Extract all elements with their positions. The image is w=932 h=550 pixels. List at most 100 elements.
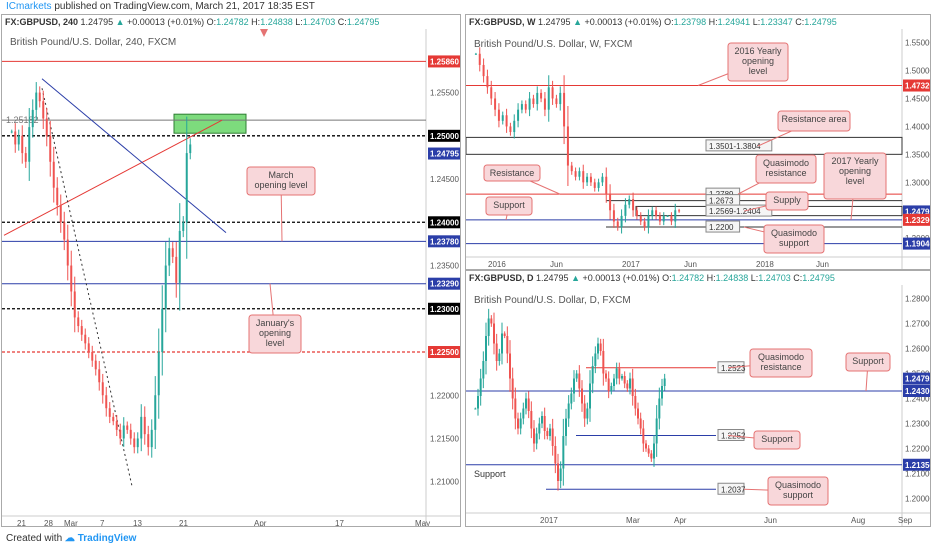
h4-y-tick: 1.24500 — [430, 175, 459, 184]
h4-candle — [73, 291, 76, 318]
h4-candle — [112, 416, 115, 422]
w-candle — [494, 98, 497, 110]
d-candle — [655, 418, 658, 444]
h4-candle — [140, 416, 143, 439]
d-candle — [642, 428, 645, 444]
d-axis-label: 1.21350 — [905, 461, 931, 470]
d-candle — [589, 383, 591, 409]
w-candle — [666, 215, 669, 217]
h4-candle — [80, 326, 83, 335]
d-callout-qm-res-text: Quasimodo — [758, 352, 804, 362]
publisher-name[interactable]: ICmarkets — [6, 1, 52, 12]
d-callout-qm-sup-text: Quasimodo — [775, 480, 821, 490]
d-candle — [607, 378, 610, 391]
d-y-tick: 1.21000 — [905, 470, 931, 479]
h4-trendline-dotted — [41, 88, 133, 487]
footer: Created with ☁ TradingView — [0, 527, 932, 550]
w-candle — [486, 76, 489, 88]
w-callout-2016-text: level — [749, 66, 768, 76]
w-callout-supply-box — [765, 191, 809, 211]
w-candle — [597, 182, 600, 188]
d-support-plain-label: Support — [474, 469, 506, 479]
ohlc-header-weekly: FX:GBPUSD, W 1.24795 ▲ +0.00013 (+0.01%)… — [469, 17, 837, 27]
d-candle — [514, 398, 517, 419]
w-candle — [478, 53, 481, 65]
w-candle — [589, 176, 592, 183]
d-candle — [522, 408, 525, 419]
d-candle — [637, 408, 639, 419]
w-callout-2016-box — [727, 42, 789, 82]
d-candle — [645, 443, 647, 449]
d-candle — [583, 403, 586, 419]
h4-candle — [189, 144, 192, 154]
h4-axis-label-bg — [428, 235, 460, 248]
h4-axis-label: 1.22500 — [430, 348, 459, 357]
w-axis-label-bg — [903, 213, 930, 226]
w-y-tick: 1.40000 — [905, 122, 931, 131]
w-candle — [574, 171, 577, 177]
w-x-tick: Jun — [684, 260, 697, 269]
h4-candle — [133, 438, 136, 448]
w-candle — [559, 92, 562, 105]
w-candle — [524, 104, 527, 110]
h4-candle — [10, 131, 13, 133]
d-x-tick: Mar — [626, 516, 640, 525]
d-candle — [498, 353, 501, 361]
d-candle — [562, 436, 565, 469]
h4-callout-march-text: opening level — [254, 180, 307, 190]
w-candle — [474, 53, 477, 55]
d-candle — [626, 383, 629, 389]
d-candle — [490, 318, 493, 324]
w-resistance-area — [466, 136, 903, 155]
h4-candle — [35, 92, 38, 110]
h4-axis-label-bg — [428, 346, 460, 359]
h4-candle — [168, 248, 171, 266]
d-candle — [538, 423, 541, 434]
h4-candle — [119, 429, 122, 439]
d-candle — [479, 378, 482, 396]
tradingview-logo[interactable]: ☁ TradingView — [64, 533, 137, 544]
h4-callout-january-text: opening — [259, 328, 291, 338]
d-candle — [517, 418, 519, 429]
h4-candle — [24, 153, 27, 162]
chart-panel-weekly[interactable]: FX:GBPUSD, W 1.24795 ▲ +0.00013 (+0.01%)… — [465, 14, 931, 270]
d-candle — [503, 333, 506, 336]
ohlc-header-h4: FX:GBPUSD, 240 1.24795 ▲ +0.00013 (+0.01… — [5, 17, 380, 27]
d-candle — [482, 361, 485, 379]
w-candle — [509, 126, 512, 133]
h4-candle — [147, 434, 150, 448]
h4-candle — [94, 360, 97, 370]
w-y-tick: 1.45000 — [905, 94, 931, 103]
d-axis-label-bg — [903, 458, 930, 471]
d-x-tick: Sep — [898, 516, 913, 525]
d-candle — [506, 336, 509, 354]
h4-axis-label: 1.23780 — [430, 237, 459, 246]
d-y-tick: 1.20000 — [905, 495, 931, 504]
h4-y-tick: 1.22000 — [430, 391, 459, 400]
d-candle — [639, 418, 642, 429]
chart-panel-daily[interactable]: FX:GBPUSD, D 1.24795 ▲ +0.00013 (+0.01%)… — [465, 270, 931, 527]
w-price-box-text: 1.2673 — [709, 197, 734, 206]
w-axis-label-bg — [903, 79, 930, 92]
w-candle — [586, 176, 589, 183]
d-candle — [477, 396, 479, 409]
w-candle — [528, 98, 531, 110]
w-x-tick: Jun — [550, 260, 563, 269]
h4-candle — [101, 382, 104, 396]
d-axis-label-bg — [903, 372, 930, 385]
h4-candle — [91, 352, 94, 361]
w-candle — [536, 92, 539, 105]
w-x-tick: 2016 — [488, 260, 506, 269]
w-candle — [609, 193, 612, 211]
d-candle — [487, 318, 490, 336]
w-x-tick: Jun — [816, 260, 829, 269]
chart-panel-h4[interactable]: FX:GBPUSD, 240 1.24795 ▲ +0.00013 (+0.01… — [1, 14, 461, 527]
d-candle — [559, 468, 562, 481]
chart-title-weekly: British Pound/U.S. Dollar, W, FXCM — [474, 39, 633, 50]
h4-level-125182-label: 1.25182 — [6, 115, 39, 125]
d-candle — [581, 388, 583, 404]
w-candle — [540, 92, 543, 99]
d-candle — [661, 386, 663, 399]
h4-candle — [87, 343, 90, 353]
d-candle — [493, 323, 495, 344]
